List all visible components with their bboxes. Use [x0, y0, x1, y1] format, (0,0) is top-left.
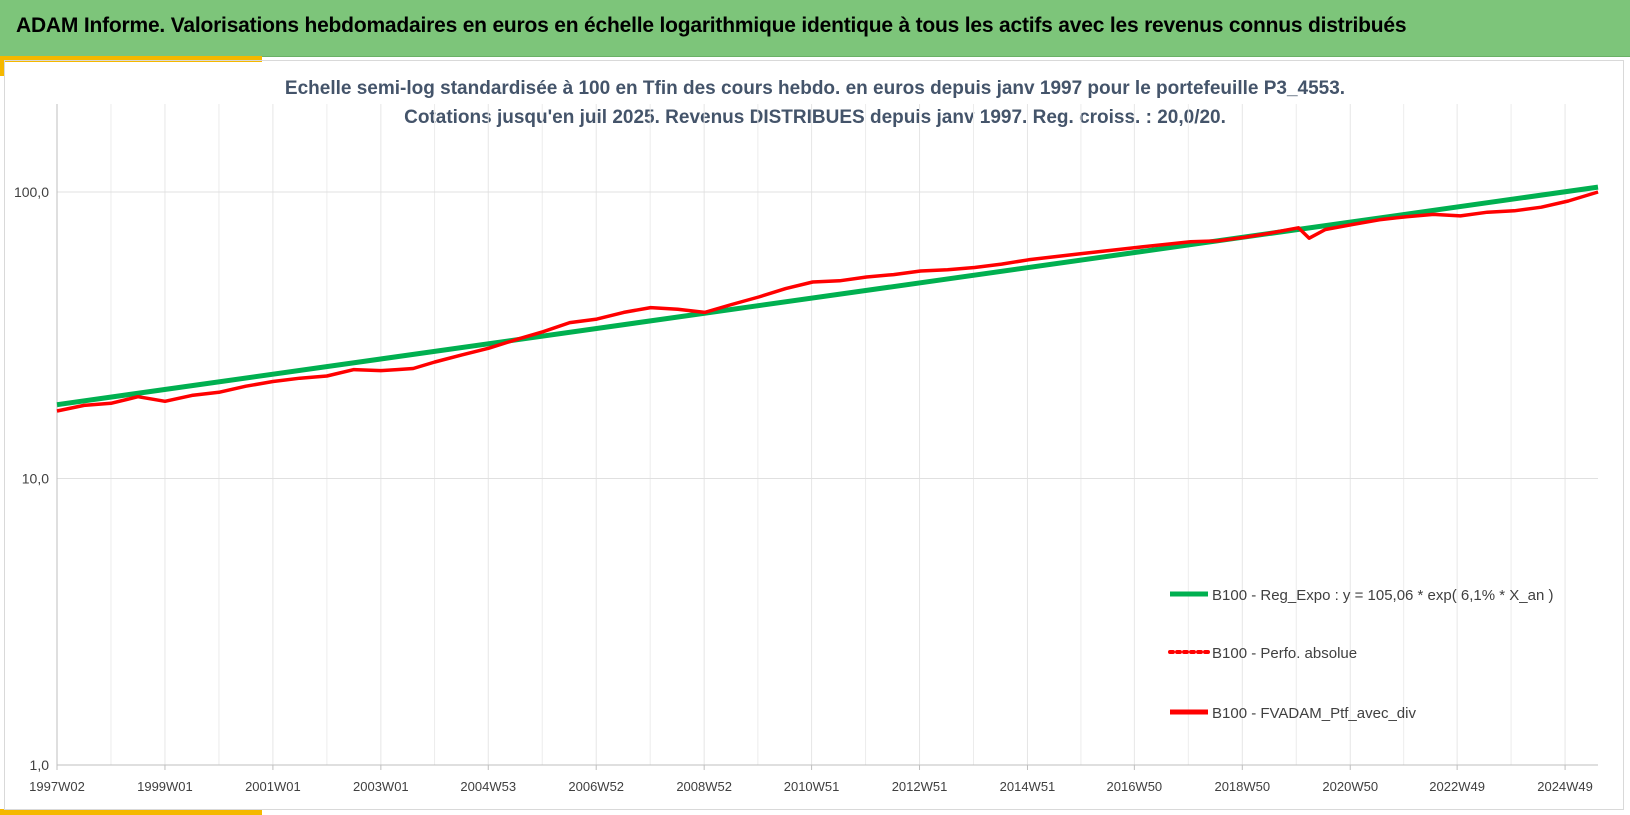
header-bar: ADAM Informe. Valorisations hebdomadaire… — [0, 0, 1630, 57]
legend-label: B100 - Reg_Expo : y = 105,06 * exp( 6,1%… — [1212, 587, 1553, 604]
x-tick-label: 2024W49 — [1537, 779, 1593, 794]
y-tick-label: 100,0 — [14, 184, 49, 200]
accent-bar-top — [0, 56, 262, 62]
x-tick-label: 2001W01 — [245, 779, 301, 794]
series-line-regression — [56, 184, 1599, 408]
axis-layer: 100,0 10,0 1,0 1997W02 1999W01 2001W01 2003W01… — [14, 104, 1598, 794]
chart-title-line1: Echelle semi-log standardisée à 100 en T… — [284, 78, 1346, 99]
legend-label: B100 - FVADAM_Ptf_avec_div — [1212, 705, 1416, 722]
y-tick-label: 10,0 — [22, 471, 49, 487]
x-tick-label: 2010W51 — [784, 779, 840, 794]
x-tick-label: 2014W51 — [1000, 779, 1056, 794]
y-tick-label: 1,0 — [30, 757, 50, 773]
grid-layer — [56, 104, 1598, 766]
x-tick-label: 1999W01 — [137, 779, 193, 794]
x-tick-label: 2003W01 — [353, 779, 409, 794]
chart-title-line2: Cotations jusqu'en juil 2025. Revenus DI… — [404, 107, 1226, 128]
x-tick-label: 2020W50 — [1322, 779, 1378, 794]
x-tick-label: 2016W50 — [1107, 779, 1163, 794]
chart-frame — [4, 60, 1624, 810]
series-layer — [56, 184, 1599, 413]
x-tick-label: 2008W52 — [676, 779, 732, 794]
accent-bar-left — [0, 56, 5, 76]
series-line-portfolio — [56, 190, 1599, 413]
header-title: ADAM Informe. Valorisations hebdomadaire… — [16, 14, 1407, 37]
accent-bar-bottom — [0, 809, 262, 815]
x-tick-label: 2004W53 — [460, 779, 516, 794]
x-tick-label: 1997W02 — [29, 779, 85, 794]
chart-legend: B100 - Reg_Expo : y = 105,06 * exp( 6,1%… — [1168, 587, 1553, 722]
x-tick-label: 2022W49 — [1429, 779, 1485, 794]
x-tick-label: 2018W50 — [1214, 779, 1270, 794]
x-tick-label: 2006W52 — [568, 779, 624, 794]
x-tick-label: 2012W51 — [892, 779, 948, 794]
legend-label: B100 - Perfo. absolue — [1212, 645, 1357, 662]
